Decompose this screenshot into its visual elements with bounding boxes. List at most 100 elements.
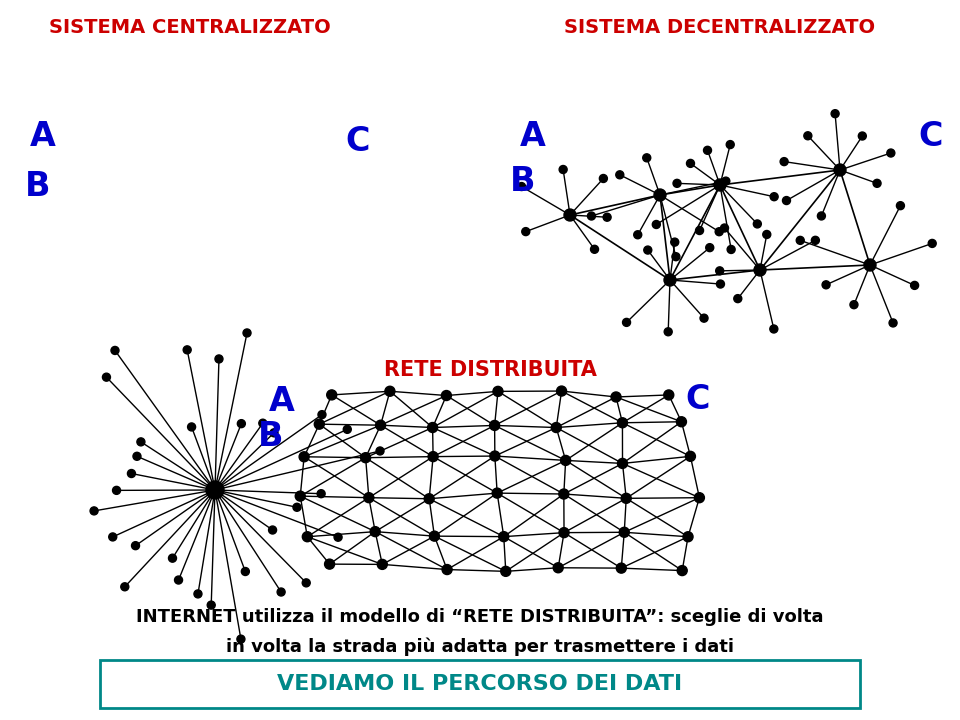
Circle shape	[371, 526, 380, 536]
Circle shape	[559, 489, 569, 499]
Text: C: C	[685, 383, 709, 416]
Circle shape	[559, 166, 567, 174]
Circle shape	[427, 423, 438, 433]
Circle shape	[302, 532, 312, 541]
Circle shape	[796, 236, 804, 244]
Circle shape	[726, 140, 734, 148]
Circle shape	[611, 392, 621, 402]
Circle shape	[241, 567, 250, 575]
Circle shape	[663, 390, 674, 400]
Circle shape	[673, 179, 681, 187]
Circle shape	[490, 451, 500, 461]
Circle shape	[887, 149, 895, 157]
Circle shape	[237, 420, 246, 428]
Text: INTERNET utilizza il modello di “RETE DISTRIBUITA”: sceglie di volta: INTERNET utilizza il modello di “RETE DI…	[136, 608, 824, 626]
Circle shape	[754, 264, 766, 276]
Circle shape	[424, 494, 434, 504]
Circle shape	[175, 576, 182, 584]
Circle shape	[499, 531, 509, 541]
Circle shape	[911, 282, 919, 289]
Circle shape	[733, 294, 742, 302]
Circle shape	[132, 541, 139, 549]
Circle shape	[817, 212, 826, 220]
Text: A: A	[30, 120, 56, 153]
Circle shape	[364, 492, 373, 503]
Text: A: A	[269, 385, 295, 418]
Circle shape	[671, 238, 679, 246]
Circle shape	[375, 420, 386, 430]
Circle shape	[770, 193, 779, 201]
Circle shape	[599, 174, 608, 182]
Circle shape	[850, 301, 858, 309]
Circle shape	[664, 328, 672, 336]
Circle shape	[889, 319, 897, 327]
Circle shape	[619, 527, 629, 537]
Circle shape	[622, 318, 631, 326]
FancyBboxPatch shape	[100, 660, 860, 708]
Circle shape	[561, 456, 570, 465]
Circle shape	[314, 419, 324, 429]
Circle shape	[269, 526, 276, 534]
Circle shape	[617, 459, 628, 469]
Circle shape	[376, 447, 384, 455]
Circle shape	[169, 554, 177, 562]
Circle shape	[270, 429, 278, 437]
Circle shape	[259, 419, 267, 427]
Text: VEDIAMO IL PERCORSO DEI DATI: VEDIAMO IL PERCORSO DEI DATI	[277, 674, 683, 694]
Circle shape	[442, 390, 451, 400]
Text: B: B	[257, 420, 283, 453]
Text: C: C	[345, 125, 370, 158]
Circle shape	[831, 109, 839, 117]
Circle shape	[721, 224, 729, 232]
Circle shape	[683, 532, 693, 541]
Circle shape	[704, 146, 711, 154]
Circle shape	[564, 209, 576, 221]
Circle shape	[804, 132, 812, 140]
Circle shape	[108, 533, 117, 541]
Circle shape	[864, 259, 876, 271]
Circle shape	[643, 154, 651, 162]
Circle shape	[714, 179, 726, 191]
Circle shape	[522, 228, 530, 235]
Circle shape	[300, 451, 309, 462]
Circle shape	[716, 280, 725, 288]
Circle shape	[644, 246, 652, 254]
Circle shape	[111, 346, 119, 354]
Circle shape	[361, 453, 371, 463]
Circle shape	[206, 481, 224, 499]
Circle shape	[121, 582, 129, 591]
Circle shape	[553, 563, 564, 573]
Circle shape	[727, 246, 735, 253]
Circle shape	[700, 314, 708, 322]
Text: B: B	[510, 165, 536, 198]
Circle shape	[215, 355, 223, 363]
Circle shape	[344, 426, 351, 433]
Circle shape	[686, 159, 694, 167]
Circle shape	[873, 179, 881, 187]
Text: SISTEMA DECENTRALIZZATO: SISTEMA DECENTRALIZZATO	[564, 18, 876, 37]
Circle shape	[652, 220, 660, 228]
Circle shape	[763, 230, 771, 238]
Text: A: A	[520, 120, 546, 153]
Circle shape	[429, 531, 440, 541]
Circle shape	[377, 559, 387, 570]
Circle shape	[722, 177, 730, 185]
Circle shape	[128, 469, 135, 477]
Circle shape	[517, 183, 525, 191]
Circle shape	[557, 386, 566, 396]
Circle shape	[559, 528, 569, 538]
Circle shape	[302, 579, 310, 587]
Circle shape	[696, 227, 704, 235]
Circle shape	[237, 635, 245, 643]
Circle shape	[770, 325, 778, 333]
Circle shape	[187, 423, 196, 431]
Circle shape	[780, 158, 788, 166]
Circle shape	[317, 490, 325, 498]
Circle shape	[296, 491, 305, 501]
Circle shape	[621, 493, 632, 503]
Circle shape	[706, 243, 713, 252]
Circle shape	[137, 438, 145, 446]
Text: B: B	[25, 170, 51, 203]
Circle shape	[694, 492, 705, 503]
Circle shape	[385, 386, 395, 396]
